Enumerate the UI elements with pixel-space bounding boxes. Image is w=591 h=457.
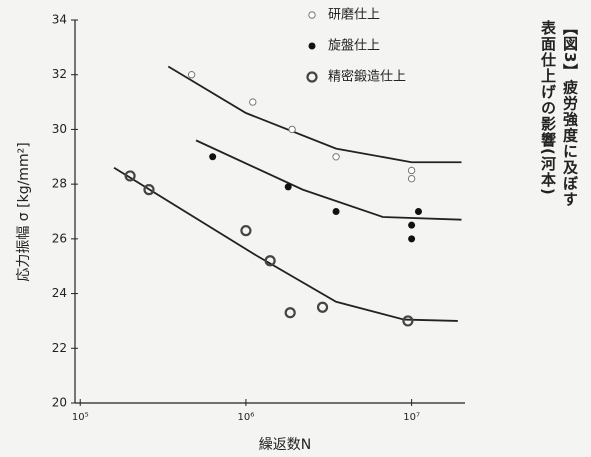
caption-line: 【図3】疲労強度に及ぼす (561, 20, 579, 208)
data-point (209, 153, 217, 161)
data-point (187, 71, 196, 79)
data-point (407, 166, 416, 175)
data-point (408, 235, 416, 243)
y-axis-label: 応力振幅 σ [kg/mm²] (16, 142, 32, 281)
fit-curve (195, 139, 462, 221)
data-point (332, 208, 340, 215)
legend-marker (308, 11, 316, 19)
y-tick-label: 28 (52, 177, 67, 191)
y-tick-label: 22 (52, 341, 67, 355)
y-tick-label: 34 (52, 13, 67, 27)
data-point (316, 301, 329, 313)
data-point (288, 125, 296, 134)
data-point (408, 221, 416, 229)
caption-line: 表面仕上げの影響(河本) (539, 20, 557, 196)
data-point (402, 315, 414, 327)
data-point (143, 184, 155, 196)
y-tick-label: 26 (52, 231, 67, 245)
data-point (284, 183, 292, 191)
x-tick-label: 10⁶ (238, 412, 255, 423)
legend-label: 旋盤仕上 (328, 39, 380, 54)
data-point (124, 170, 136, 182)
y-tick-label: 30 (52, 122, 67, 136)
x-tick-label: 10⁵ (72, 412, 89, 423)
data-point (264, 255, 276, 267)
legend-marker (308, 42, 316, 50)
data-point (332, 153, 340, 161)
legend-marker (306, 71, 318, 83)
y-tick-label: 24 (52, 286, 67, 300)
fit-curve (113, 166, 458, 322)
data-point (240, 225, 252, 237)
data-point (407, 174, 416, 183)
data-point (249, 98, 257, 106)
y-tick-label: 20 (52, 396, 67, 410)
x-axis-label: 繰返数N (259, 437, 311, 453)
data-point (414, 208, 422, 215)
x-tick-label: 10⁷ (403, 412, 420, 423)
legend-label: 精密鍛造仕上 (328, 69, 406, 85)
legend-label: 研磨仕上 (328, 8, 380, 23)
fit-curve (167, 65, 462, 164)
data-point (284, 307, 296, 319)
y-tick-label: 32 (52, 67, 67, 81)
